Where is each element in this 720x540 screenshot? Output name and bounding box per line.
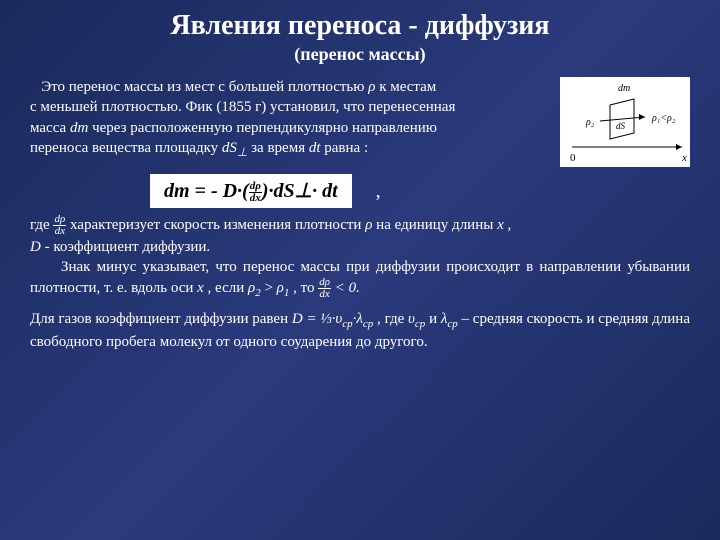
svg-text:ρ₂: ρ₂	[585, 117, 595, 128]
explanation-paragraph: где dρdx характеризует скорость изменени…	[30, 214, 690, 301]
gases-paragraph: Для газов коэффициент диффузии равен D =…	[30, 309, 690, 352]
svg-text:dS: dS	[616, 121, 626, 131]
slide-title: Явления переноса - диффузия	[30, 10, 690, 42]
svg-text:ρ₁<ρ₂: ρ₁<ρ₂	[651, 113, 676, 124]
main-formula: dm = - D·(dρdx)·dS⊥· dt	[150, 174, 352, 208]
intro-paragraph: Это перенос массы из мест с большей плот…	[30, 77, 550, 160]
diffusion-diagram: x 0 dm ρ₂ dS ρ₁<ρ₂	[560, 77, 690, 167]
slide-subtitle: (перенос массы)	[30, 44, 690, 65]
svg-text:x: x	[681, 152, 687, 164]
formula-comma: ,	[376, 180, 381, 202]
svg-text:dm: dm	[618, 83, 630, 94]
formula-row: dm = - D·(dρdx)·dS⊥· dt ,	[30, 168, 690, 214]
svg-text:0: 0	[570, 152, 576, 164]
